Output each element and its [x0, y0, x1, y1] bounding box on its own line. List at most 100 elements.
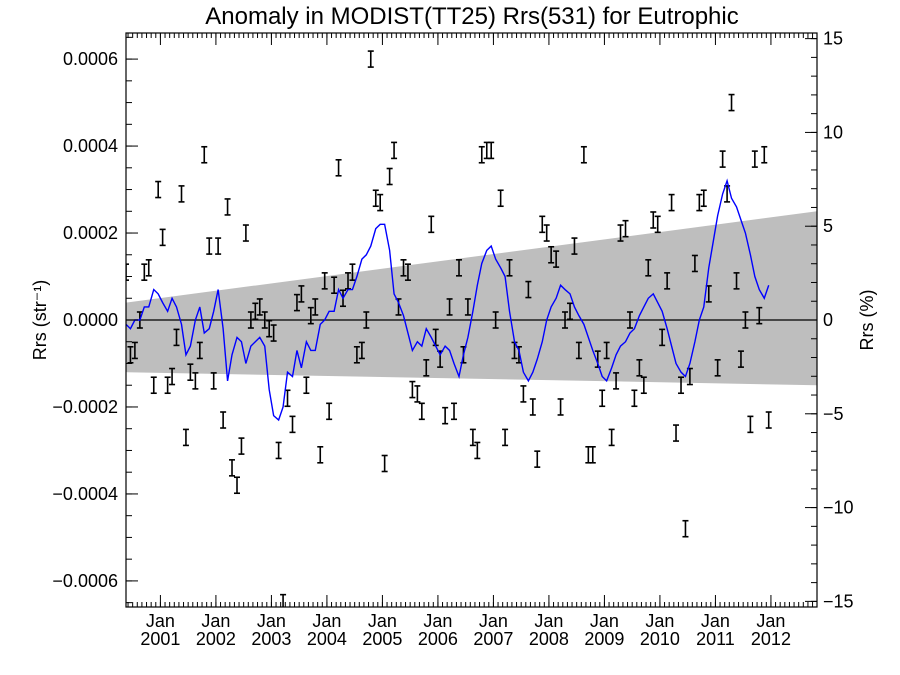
data-point [164, 376, 171, 395]
data-point [529, 398, 536, 416]
data-point [307, 306, 314, 325]
data-point [126, 263, 129, 281]
data-point [567, 302, 574, 321]
x-tick-label-year: 2009 [584, 629, 624, 649]
data-point [155, 180, 162, 199]
x-tick-label-year: 2001 [140, 629, 180, 649]
data-point [733, 272, 740, 290]
x-tick-label-year: 2002 [196, 629, 236, 649]
data-point [442, 406, 449, 425]
data-point [349, 263, 356, 281]
data-point [391, 141, 398, 160]
data-point [428, 215, 435, 234]
x-tick-label-year: 2007 [473, 629, 513, 649]
data-point [673, 424, 680, 442]
y-tick-label-right: 10 [823, 122, 843, 142]
y-tick-label-left: 0.0002 [63, 223, 118, 243]
x-tick-label-month: Jan [146, 611, 175, 631]
x-tick-label-year: 2003 [251, 629, 291, 649]
x-tick-label-year: 2005 [362, 629, 402, 649]
smoothed-line [126, 178, 770, 422]
data-point [469, 428, 476, 447]
data-point [192, 372, 199, 390]
data-point [280, 593, 287, 607]
data-point [520, 385, 527, 403]
data-point [585, 446, 592, 464]
data-point [543, 224, 550, 242]
y-tick-label-right: 15 [823, 29, 843, 49]
data-point [534, 450, 541, 468]
y-tick-label-left: −0.0002 [52, 397, 118, 417]
data-point [589, 446, 596, 464]
data-point [664, 272, 671, 290]
data-point [178, 185, 185, 203]
y-axis-label-right: Rrs (%) [857, 290, 877, 351]
axis-ticks: 0.0006 0.0004 0.0002 0.0000 −0.0002 −0.0004 −0… [52, 29, 853, 649]
y-tick-label-left: −0.0004 [52, 484, 118, 504]
chart-title: Anomaly in MODIST(TT25) Rrs(531) for Eut… [205, 3, 738, 30]
data-point [169, 367, 176, 386]
data-point [150, 376, 157, 395]
data-point [502, 428, 509, 447]
y-tick-label-right: −10 [823, 498, 854, 518]
data-point [456, 259, 463, 277]
data-point [640, 376, 647, 395]
data-point [645, 259, 652, 277]
data-point [145, 259, 152, 277]
data-point [206, 237, 213, 255]
data-point [682, 519, 689, 538]
data-point [372, 189, 379, 208]
x-tick-label-year: 2008 [529, 629, 569, 649]
data-point [631, 389, 638, 408]
data-point [414, 385, 421, 403]
x-tick-label-month: Jan [645, 611, 674, 631]
data-point [386, 167, 393, 186]
data-point [224, 198, 231, 216]
data-point [765, 411, 772, 429]
data-point [210, 372, 217, 390]
data-point [747, 415, 754, 434]
data-point [492, 311, 499, 329]
data-point [474, 441, 481, 460]
data-point [131, 341, 138, 360]
x-tick-label-year: 2010 [640, 629, 680, 649]
y-tick-label-left: 0.0004 [63, 136, 118, 156]
data-point [451, 402, 458, 421]
data-point [761, 145, 768, 164]
data-point [127, 345, 134, 364]
data-point [187, 363, 194, 381]
data-point [622, 219, 629, 238]
data-point [256, 298, 263, 316]
data-point [751, 150, 758, 168]
data-point [719, 150, 726, 168]
x-tick-label-month: Jan [257, 611, 286, 631]
data-point [353, 345, 360, 364]
x-tick-label-month: Jan [312, 611, 341, 631]
y-tick-label-left: 0.0006 [63, 49, 118, 69]
y-tick-label-right: −15 [823, 591, 854, 611]
data-point [700, 189, 707, 208]
data-point [321, 272, 328, 290]
data-point [728, 93, 735, 112]
data-point [381, 454, 388, 473]
data-point [756, 306, 763, 325]
x-tick-label-month: Jan [590, 611, 619, 631]
data-point [400, 259, 407, 277]
x-tick-label-month: Jan [201, 611, 230, 631]
data-point [159, 228, 166, 247]
data-point [261, 311, 268, 329]
x-tick-label-month: Jan [534, 611, 563, 631]
data-point [303, 376, 310, 395]
data-point [363, 311, 370, 329]
data-point [446, 298, 453, 316]
data-point [626, 311, 633, 329]
data-point [668, 193, 675, 212]
data-point [636, 359, 643, 377]
data-point [742, 311, 749, 329]
plot-area [126, 50, 817, 607]
x-tick-label-year: 2012 [751, 629, 791, 649]
y-tick-label-right: −5 [823, 404, 844, 424]
data-point [483, 141, 490, 160]
data-point [575, 341, 582, 360]
